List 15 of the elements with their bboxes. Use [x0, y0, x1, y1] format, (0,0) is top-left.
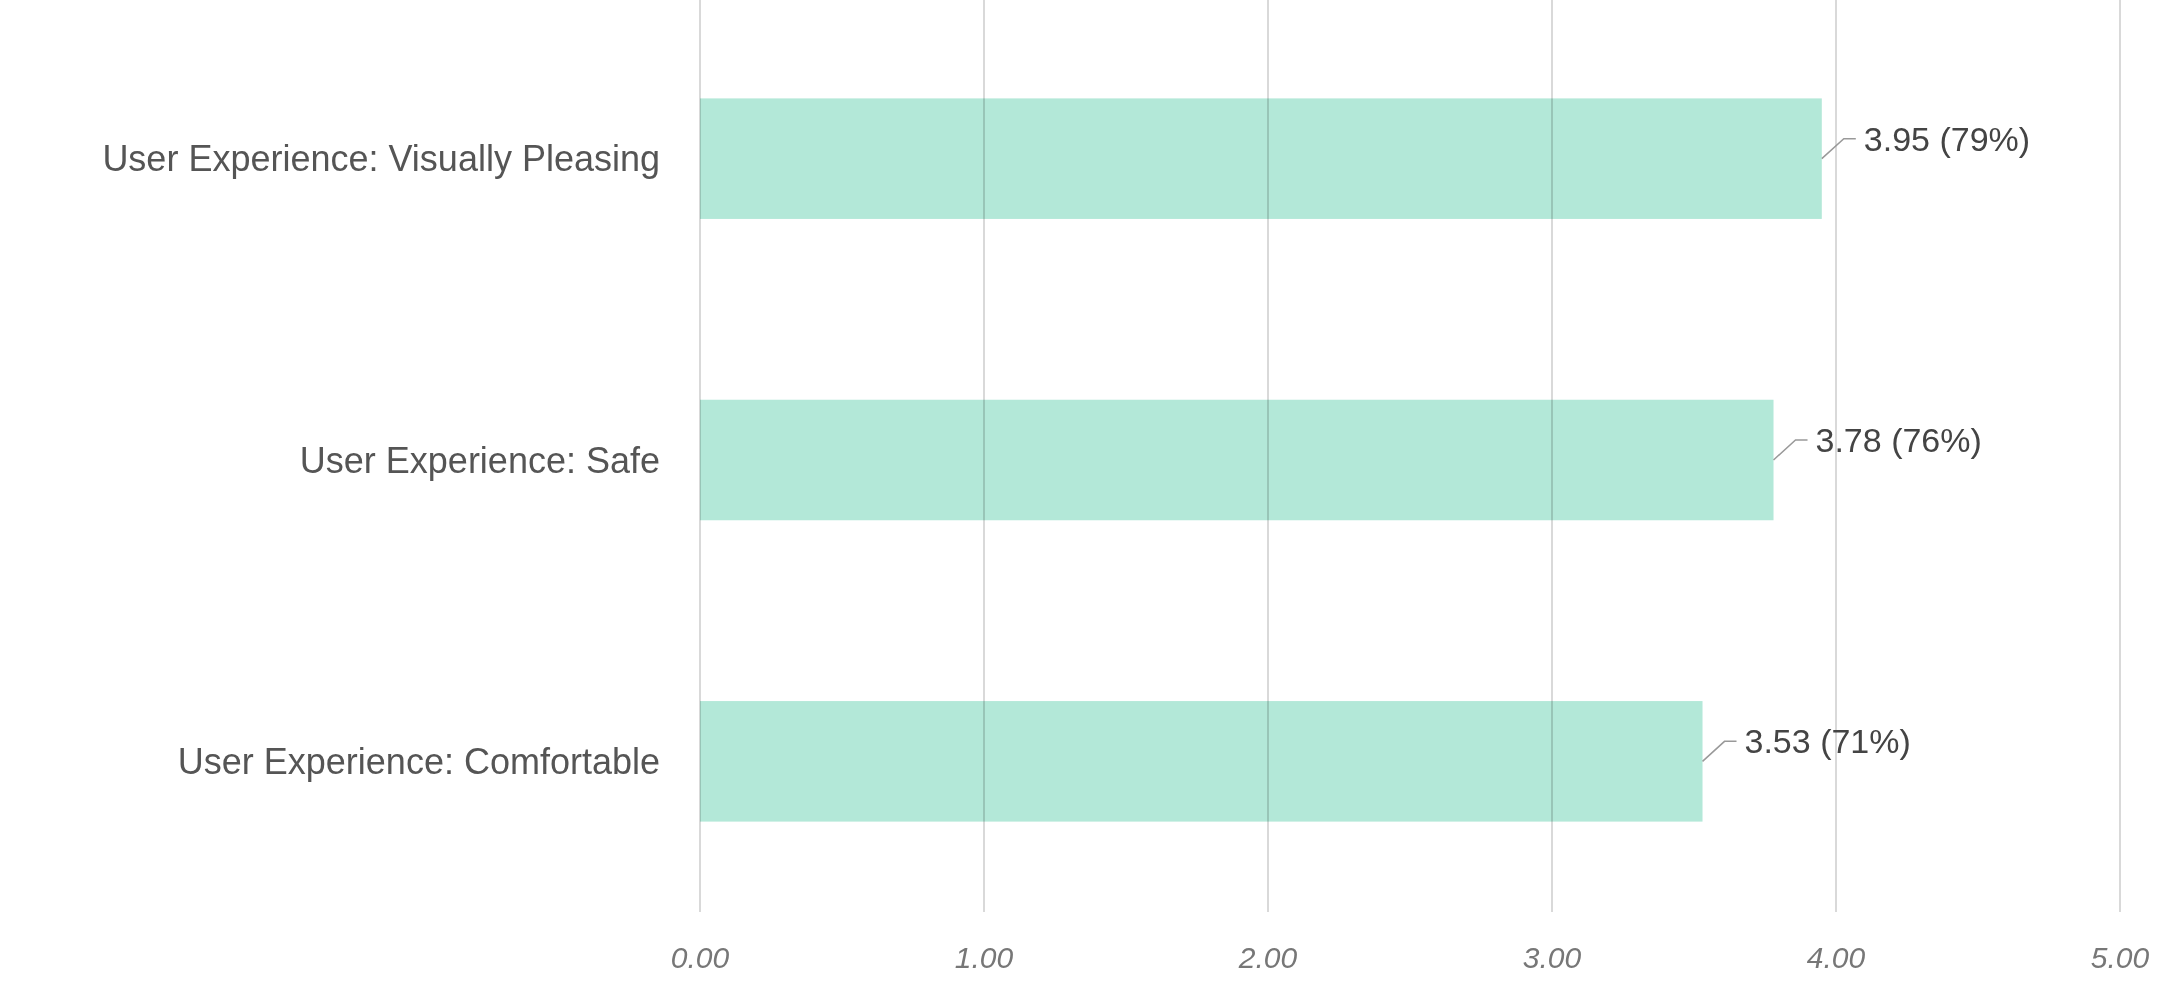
data-label: 3.53 (71%): [1744, 722, 1911, 761]
x-tick-label: 5.00: [2090, 941, 2150, 974]
x-tick-label: 0.00: [670, 941, 730, 974]
y-tick-label: User Experience: Safe: [299, 439, 660, 481]
bar: [700, 98, 1822, 219]
x-tick-label: 1.00: [954, 941, 1014, 974]
data-label: 3.95 (79%): [1863, 119, 2031, 158]
x-tick-label: 4.00: [1806, 941, 1866, 974]
y-tick-label: User Experience: Visually Pleasing: [102, 138, 660, 180]
x-tick-label: 2.00: [1237, 941, 1298, 974]
bar: [700, 399, 1774, 521]
y-tick-label: User Experience: Comfortable: [177, 740, 660, 782]
bar: [700, 701, 1703, 822]
x-tick-label: 3.00: [1522, 941, 1582, 974]
data-label: 3.78 (76%): [1815, 420, 1982, 459]
